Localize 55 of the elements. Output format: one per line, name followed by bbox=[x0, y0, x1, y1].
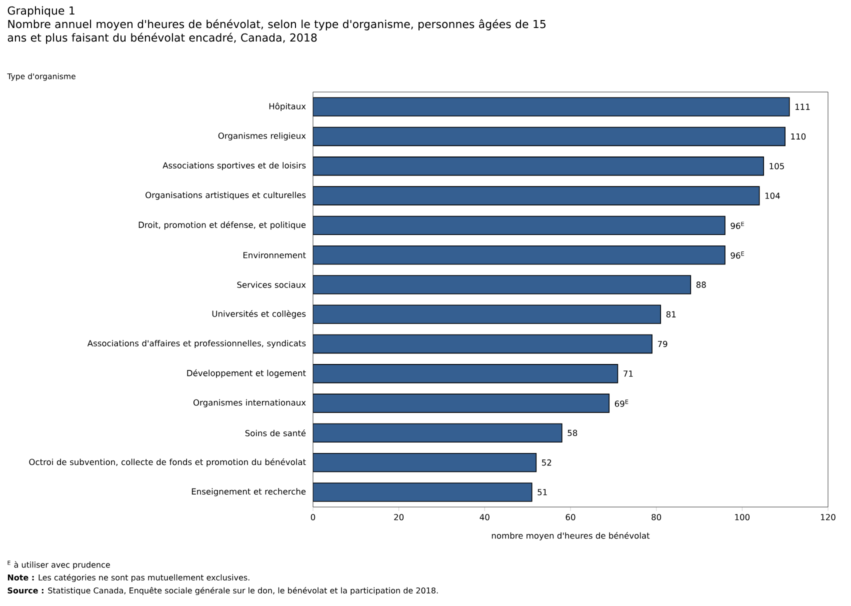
data-label: 96$^{E}$ bbox=[730, 251, 744, 259]
data-label: 71 bbox=[624, 370, 633, 377]
data-label: 88 bbox=[696, 282, 706, 288]
y-tick-label: Associations sportives et de loisirs bbox=[162, 162, 306, 170]
y-tick-label: Organismes religieux bbox=[218, 132, 306, 140]
data-label: 81 bbox=[666, 311, 676, 318]
bar bbox=[313, 126, 786, 146]
bar bbox=[313, 452, 537, 472]
x-axis-title: nombre moyen d'heures de bénévolat bbox=[492, 532, 650, 540]
x-tick-label: 20 bbox=[394, 514, 404, 520]
text: $^{E}$ à utiliser avec prudence bbox=[8, 560, 110, 570]
data-label: 111 bbox=[795, 104, 810, 110]
bar bbox=[313, 304, 662, 324]
y-tick-label: Développement et logement bbox=[187, 369, 306, 378]
bar bbox=[313, 275, 692, 294]
bar bbox=[313, 334, 652, 354]
bar bbox=[313, 364, 618, 384]
y-tick-label: Enseignement et recherche bbox=[192, 488, 306, 496]
data-label: 69$^{E}$ bbox=[614, 400, 628, 407]
data-label: 51 bbox=[538, 489, 547, 496]
data-label: 52 bbox=[542, 459, 552, 466]
text: Graphique 1 bbox=[8, 6, 74, 17]
bar bbox=[313, 423, 562, 442]
data-label: 96$^{E}$ bbox=[730, 222, 744, 229]
bar bbox=[313, 156, 764, 176]
y-tick-label: Droit, promotion et défense, et politique bbox=[138, 221, 306, 230]
y-tick-label: Services sociaux bbox=[237, 281, 306, 288]
y-tick-label: Octroi de subvention, collecte de fonds et promotion du bénévolat bbox=[29, 458, 306, 467]
y-tick-label: Organismes internationaux bbox=[193, 399, 306, 408]
bar bbox=[313, 245, 726, 265]
y-tick-label: Universités et collèges bbox=[212, 310, 306, 319]
x-tick-label: 100 bbox=[735, 514, 750, 520]
y-tick-label: Organisations artistiques et culturelles bbox=[146, 192, 306, 200]
y-tick-label: Environnement bbox=[243, 252, 306, 258]
bar bbox=[313, 97, 790, 116]
data-label: 104 bbox=[765, 192, 780, 199]
text: Note : Les catégories ne sont pas mutuellement exclusives. bbox=[8, 574, 250, 582]
text: Source : Statistique Canada, Enquête sociale générale sur le don, le bénévolat et la participation de 2018. bbox=[8, 586, 438, 596]
x-tick-label: 0 bbox=[310, 514, 316, 520]
data-label: 79 bbox=[658, 340, 668, 348]
y-tick-label: Soins de santé bbox=[245, 430, 306, 436]
x-tick-label: 60 bbox=[566, 514, 576, 520]
x-tick-label: 120 bbox=[820, 514, 836, 520]
data-label: 58 bbox=[568, 430, 578, 436]
data-label: 110 bbox=[791, 133, 806, 140]
x-tick-label: 40 bbox=[480, 514, 490, 520]
data-label: 105 bbox=[770, 162, 784, 170]
y-tick-label: Hôpitaux bbox=[269, 102, 306, 112]
chart-subtitle: Nombre annuel moyen d'heures de bénévolat, selon le type d'organisme, personnes âgées de 15 ans et plus faisant du bénévolat encadré, Canada, 2018 bbox=[8, 19, 546, 44]
bar bbox=[313, 186, 760, 206]
y-tick-label: Associations d'affaires et professionnelles, syndicats bbox=[87, 340, 306, 348]
bar bbox=[313, 482, 532, 502]
bar bbox=[313, 216, 726, 235]
x-tick-label: 80 bbox=[652, 514, 662, 520]
bar bbox=[313, 394, 610, 413]
